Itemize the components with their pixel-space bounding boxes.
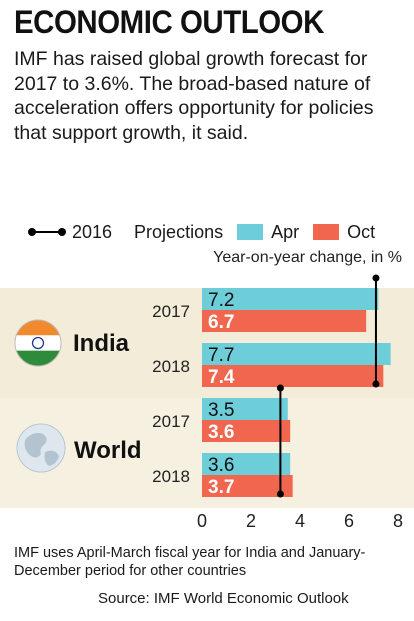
flag-white xyxy=(15,335,61,351)
x-tick-label: 2 xyxy=(246,511,256,531)
value-label-apr: 3.6 xyxy=(208,455,234,476)
x-tick-label: 8 xyxy=(393,511,403,531)
bar-oct xyxy=(202,420,291,442)
line-2016-dot xyxy=(276,490,284,498)
bar-apr xyxy=(202,398,288,420)
chart-title: ECONOMIC OUTLOOK xyxy=(14,4,324,40)
flag-border xyxy=(14,319,62,367)
group-label-world: World xyxy=(74,437,142,464)
bar-apr xyxy=(202,453,291,475)
group-label-india: India xyxy=(73,330,130,357)
value-label-apr: 3.5 xyxy=(208,400,234,421)
x-tick-label: 6 xyxy=(344,511,354,531)
bar-apr xyxy=(202,288,379,310)
x-tick-label: 4 xyxy=(295,511,305,531)
value-label-apr: 7.2 xyxy=(208,290,234,311)
line-2016-dot xyxy=(276,384,284,392)
x-tick-label: 0 xyxy=(197,511,207,531)
globe-land xyxy=(24,432,47,458)
year-label: 2017 xyxy=(152,412,190,431)
legend-apr-label: Apr xyxy=(271,221,300,242)
year-label: 2018 xyxy=(152,467,190,486)
globe-icon xyxy=(16,423,66,473)
value-label-oct: 3.6 xyxy=(208,422,234,443)
flag-chakra xyxy=(31,336,45,350)
india-flag-icon xyxy=(15,320,61,366)
year-label: 2017 xyxy=(152,302,190,321)
footnote: IMF uses April-March fiscal year for Ind… xyxy=(14,545,366,579)
legend-line-label: 2016 xyxy=(72,221,113,242)
legend-line-key-icon xyxy=(28,227,66,237)
flag-green xyxy=(15,350,61,366)
value-label-oct: 3.7 xyxy=(208,477,234,498)
legend-oct-label: Oct xyxy=(347,221,376,242)
legend-projections-label: Projections xyxy=(134,221,224,242)
unit-label: Year-on-year change, in % xyxy=(213,249,402,266)
line-2016-dot xyxy=(372,274,380,282)
bar-oct xyxy=(202,310,367,332)
line-2016-dot xyxy=(372,380,380,388)
legend-oct-swatch xyxy=(313,224,340,240)
value-label-oct: 7.4 xyxy=(208,367,235,388)
chart-description: IMF has raised global growth forecast fo… xyxy=(14,48,374,144)
bar-oct xyxy=(202,475,293,497)
globe-land xyxy=(44,450,59,466)
year-label: 2018 xyxy=(152,357,190,376)
bar-oct xyxy=(202,365,384,387)
legend: 2016 Projections Apr Oct xyxy=(28,220,375,244)
value-label-apr: 7.7 xyxy=(208,345,234,366)
flag-saffron xyxy=(15,320,61,336)
bar-apr xyxy=(202,343,391,365)
value-label-oct: 6.7 xyxy=(208,312,234,333)
source-note: Source: IMF World Economic Outlook xyxy=(98,590,349,607)
legend-apr-swatch xyxy=(237,224,264,240)
